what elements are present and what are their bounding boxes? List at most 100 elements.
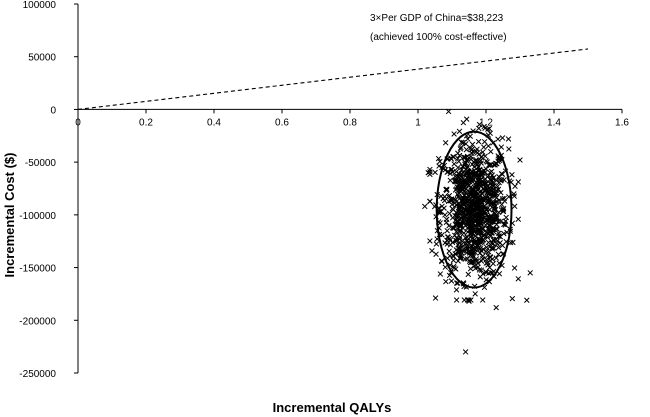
data-point — [472, 218, 478, 224]
data-point — [448, 166, 454, 173]
data-point — [467, 259, 474, 266]
data-point — [488, 233, 494, 239]
data-point — [449, 205, 456, 212]
y-tick-label: -50000 — [25, 158, 57, 169]
data-point — [457, 229, 463, 235]
data-point — [450, 169, 456, 175]
data-point — [480, 195, 487, 201]
confidence-ellipse — [435, 130, 513, 289]
data-point — [462, 195, 469, 201]
data-point — [485, 143, 492, 149]
data-point — [524, 297, 530, 304]
data-point — [479, 208, 485, 214]
data-point — [510, 239, 516, 246]
data-point — [446, 235, 453, 242]
data-point — [491, 206, 498, 212]
data-point — [446, 248, 452, 254]
data-point — [446, 272, 453, 279]
data-point — [483, 256, 490, 263]
data-point — [449, 201, 455, 208]
data-point — [466, 297, 472, 303]
data-point — [496, 218, 502, 225]
data-point — [501, 198, 508, 204]
y-tick-label: -150000 — [19, 264, 56, 275]
data-point — [471, 263, 478, 269]
data-point — [515, 216, 522, 222]
data-point — [454, 191, 461, 198]
data-point — [479, 170, 486, 176]
data-point — [480, 237, 487, 243]
wtp-threshold-line — [77, 48, 589, 110]
data-point — [443, 278, 449, 285]
x-tick-label: 1.2 — [479, 117, 493, 128]
data-point — [464, 153, 471, 160]
data-point — [455, 164, 461, 171]
data-point — [427, 166, 433, 173]
y-tick-label: 50000 — [28, 53, 56, 64]
data-point — [472, 160, 479, 167]
data-point — [481, 232, 488, 239]
data-point — [458, 223, 464, 229]
data-point — [488, 177, 494, 184]
data-point — [468, 204, 475, 211]
data-point — [487, 198, 493, 205]
data-point — [436, 163, 442, 169]
data-point — [458, 204, 464, 211]
data-point — [451, 225, 457, 231]
data-point — [495, 136, 501, 142]
data-point — [511, 203, 518, 210]
data-point — [466, 247, 473, 254]
data-point — [457, 201, 463, 208]
threshold-annotation-line2: (achieved 100% cost-effective) — [370, 32, 507, 43]
data-point — [450, 263, 457, 270]
data-point — [448, 278, 455, 284]
data-point — [442, 264, 449, 270]
x-tick-label: 0.4 — [207, 117, 221, 128]
data-point — [453, 237, 460, 244]
data-point — [485, 262, 491, 268]
data-point — [487, 222, 493, 229]
data-point — [464, 205, 471, 211]
data-point — [427, 169, 433, 175]
data-point — [462, 200, 469, 206]
data-point — [456, 236, 463, 242]
data-point — [511, 265, 518, 271]
data-point — [453, 177, 460, 183]
y-tick-label: 0 — [50, 105, 56, 116]
data-point — [462, 349, 469, 355]
data-point — [493, 199, 499, 206]
data-point — [457, 253, 464, 259]
data-point — [469, 251, 476, 257]
data-point — [489, 245, 495, 251]
data-point — [437, 271, 444, 277]
data-point — [492, 160, 499, 167]
data-point — [432, 295, 439, 301]
data-point — [451, 131, 457, 137]
data-point — [455, 155, 461, 162]
data-point — [453, 214, 460, 221]
data-point — [498, 144, 505, 150]
x-tick-label: 0 — [75, 117, 81, 128]
data-point — [468, 146, 475, 153]
data-point — [495, 230, 502, 237]
data-point — [451, 265, 457, 271]
data-point — [500, 207, 506, 213]
data-point — [469, 230, 476, 236]
data-point — [468, 168, 475, 175]
data-point — [498, 171, 505, 177]
x-tick-label: 0.6 — [275, 117, 289, 128]
data-point — [466, 221, 472, 227]
data-point — [477, 274, 483, 280]
data-point — [461, 297, 468, 303]
data-point — [456, 128, 463, 135]
y-tick-label: -200000 — [19, 316, 56, 327]
x-axis-title: Incremental QALYs — [273, 400, 392, 415]
data-point — [481, 177, 488, 183]
data-point — [466, 208, 472, 214]
threshold-annotation-line1: 3×Per GDP of China=$38,223 — [370, 13, 504, 24]
data-point — [452, 187, 459, 193]
x-tick-label: 0.2 — [139, 117, 153, 128]
data-point — [453, 247, 460, 253]
data-point — [472, 211, 479, 218]
